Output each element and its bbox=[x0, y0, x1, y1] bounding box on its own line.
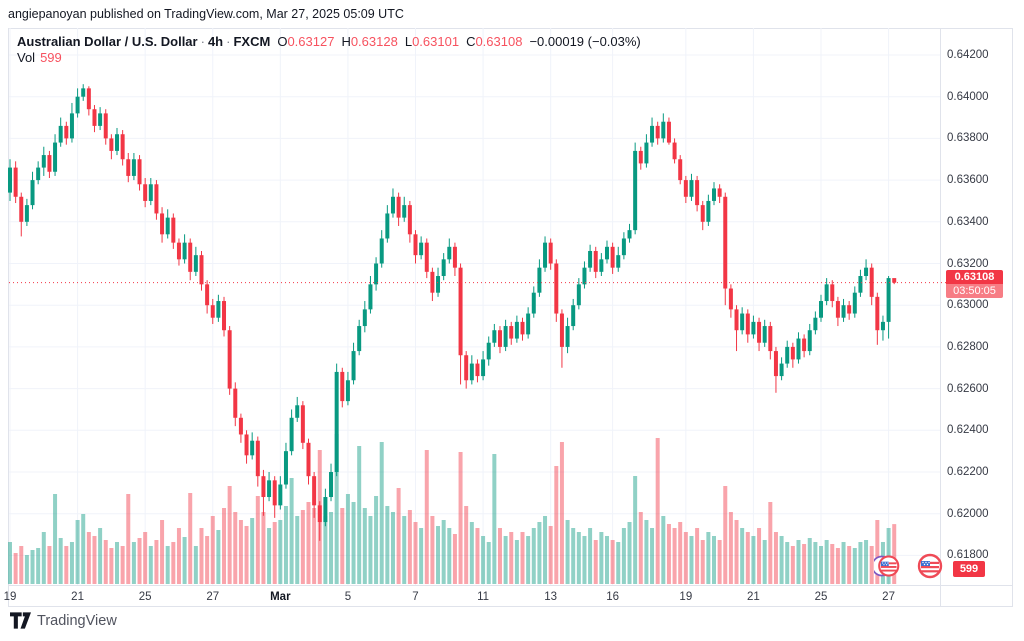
open-value: 0.63127 bbox=[287, 34, 335, 49]
symbol-title: Australian Dollar / U.S. Dollar bbox=[17, 34, 198, 49]
economic-event-us-flag-icon[interactable] bbox=[917, 553, 943, 579]
price-axis-label: 0.63800 bbox=[947, 132, 989, 145]
last-price-badge: 0.63108 03:50:05 bbox=[946, 270, 1003, 298]
time-axis-label: 7 bbox=[412, 591, 419, 603]
price-axis-label: 0.62600 bbox=[947, 382, 989, 395]
tradingview-brand-text: TradingView bbox=[37, 612, 117, 629]
volume-axis-badge: 599 bbox=[953, 561, 985, 577]
low-label: L bbox=[404, 34, 413, 49]
high-value: 0.63128 bbox=[350, 34, 398, 49]
time-axis-label: 25 bbox=[138, 591, 152, 603]
close-label: C bbox=[466, 34, 476, 49]
high-label: H bbox=[341, 34, 351, 49]
price-axis-label: 0.63400 bbox=[947, 215, 989, 228]
economic-event-us-flag-icon[interactable] bbox=[874, 553, 900, 579]
price-axis-label: 0.64000 bbox=[947, 90, 989, 103]
time-axis-label: 16 bbox=[606, 591, 620, 603]
price-axis-label: 0.64200 bbox=[947, 49, 989, 61]
change-value: −0.00019 (−0.03%) bbox=[529, 34, 641, 49]
volume-value: 599 bbox=[40, 50, 62, 65]
price-axis-label: 0.62400 bbox=[947, 424, 989, 437]
time-axis-label: 11 bbox=[477, 591, 490, 603]
symbol-legend: Australian Dollar / U.S. Dollar · 4h · FXCM O… bbox=[17, 34, 641, 49]
time-axis-label: 25 bbox=[814, 591, 828, 603]
price-axis-label: 0.61800 bbox=[947, 549, 989, 562]
time-axis-label: 13 bbox=[544, 591, 558, 603]
tradingview-logo-icon bbox=[10, 612, 31, 629]
price-axis-label: 0.62200 bbox=[947, 466, 989, 478]
price-axis-label: 0.63600 bbox=[947, 174, 989, 187]
exchange-label: FXCM bbox=[233, 34, 271, 49]
price-axis-label: 0.63000 bbox=[947, 299, 989, 312]
time-axis-label: 27 bbox=[882, 591, 895, 603]
interval-label: 4h bbox=[207, 34, 224, 49]
price-axis-label: 0.62000 bbox=[947, 507, 989, 520]
time-axis-label: Mar bbox=[270, 591, 291, 603]
price-scale-separator[interactable] bbox=[940, 28, 941, 607]
time-axis-label: 27 bbox=[206, 591, 220, 603]
time-scale-separator[interactable] bbox=[8, 585, 1013, 586]
time-axis-label: 19 bbox=[3, 591, 17, 603]
time-axis-label: 19 bbox=[679, 591, 693, 603]
time-axis-label: 21 bbox=[71, 591, 84, 603]
time-axis-label: 5 bbox=[344, 591, 352, 603]
low-value: 0.63101 bbox=[412, 34, 460, 49]
price-axis-label: 0.63200 bbox=[947, 257, 989, 270]
tradingview-logo[interactable]: TradingView bbox=[10, 612, 117, 629]
bar-countdown: 03:50:05 bbox=[946, 284, 1003, 298]
close-value: 0.63108 bbox=[475, 34, 523, 49]
time-axis-label: 21 bbox=[747, 591, 760, 603]
price-axis-label: 0.62800 bbox=[947, 340, 989, 353]
last-price-value: 0.63108 bbox=[946, 270, 1003, 284]
attribution-text: angiepanoyan published on TradingView.co… bbox=[8, 7, 404, 21]
volume-legend: Vol 599 bbox=[17, 50, 62, 65]
volume-label: Vol bbox=[17, 50, 36, 65]
open-label: O bbox=[277, 34, 288, 49]
